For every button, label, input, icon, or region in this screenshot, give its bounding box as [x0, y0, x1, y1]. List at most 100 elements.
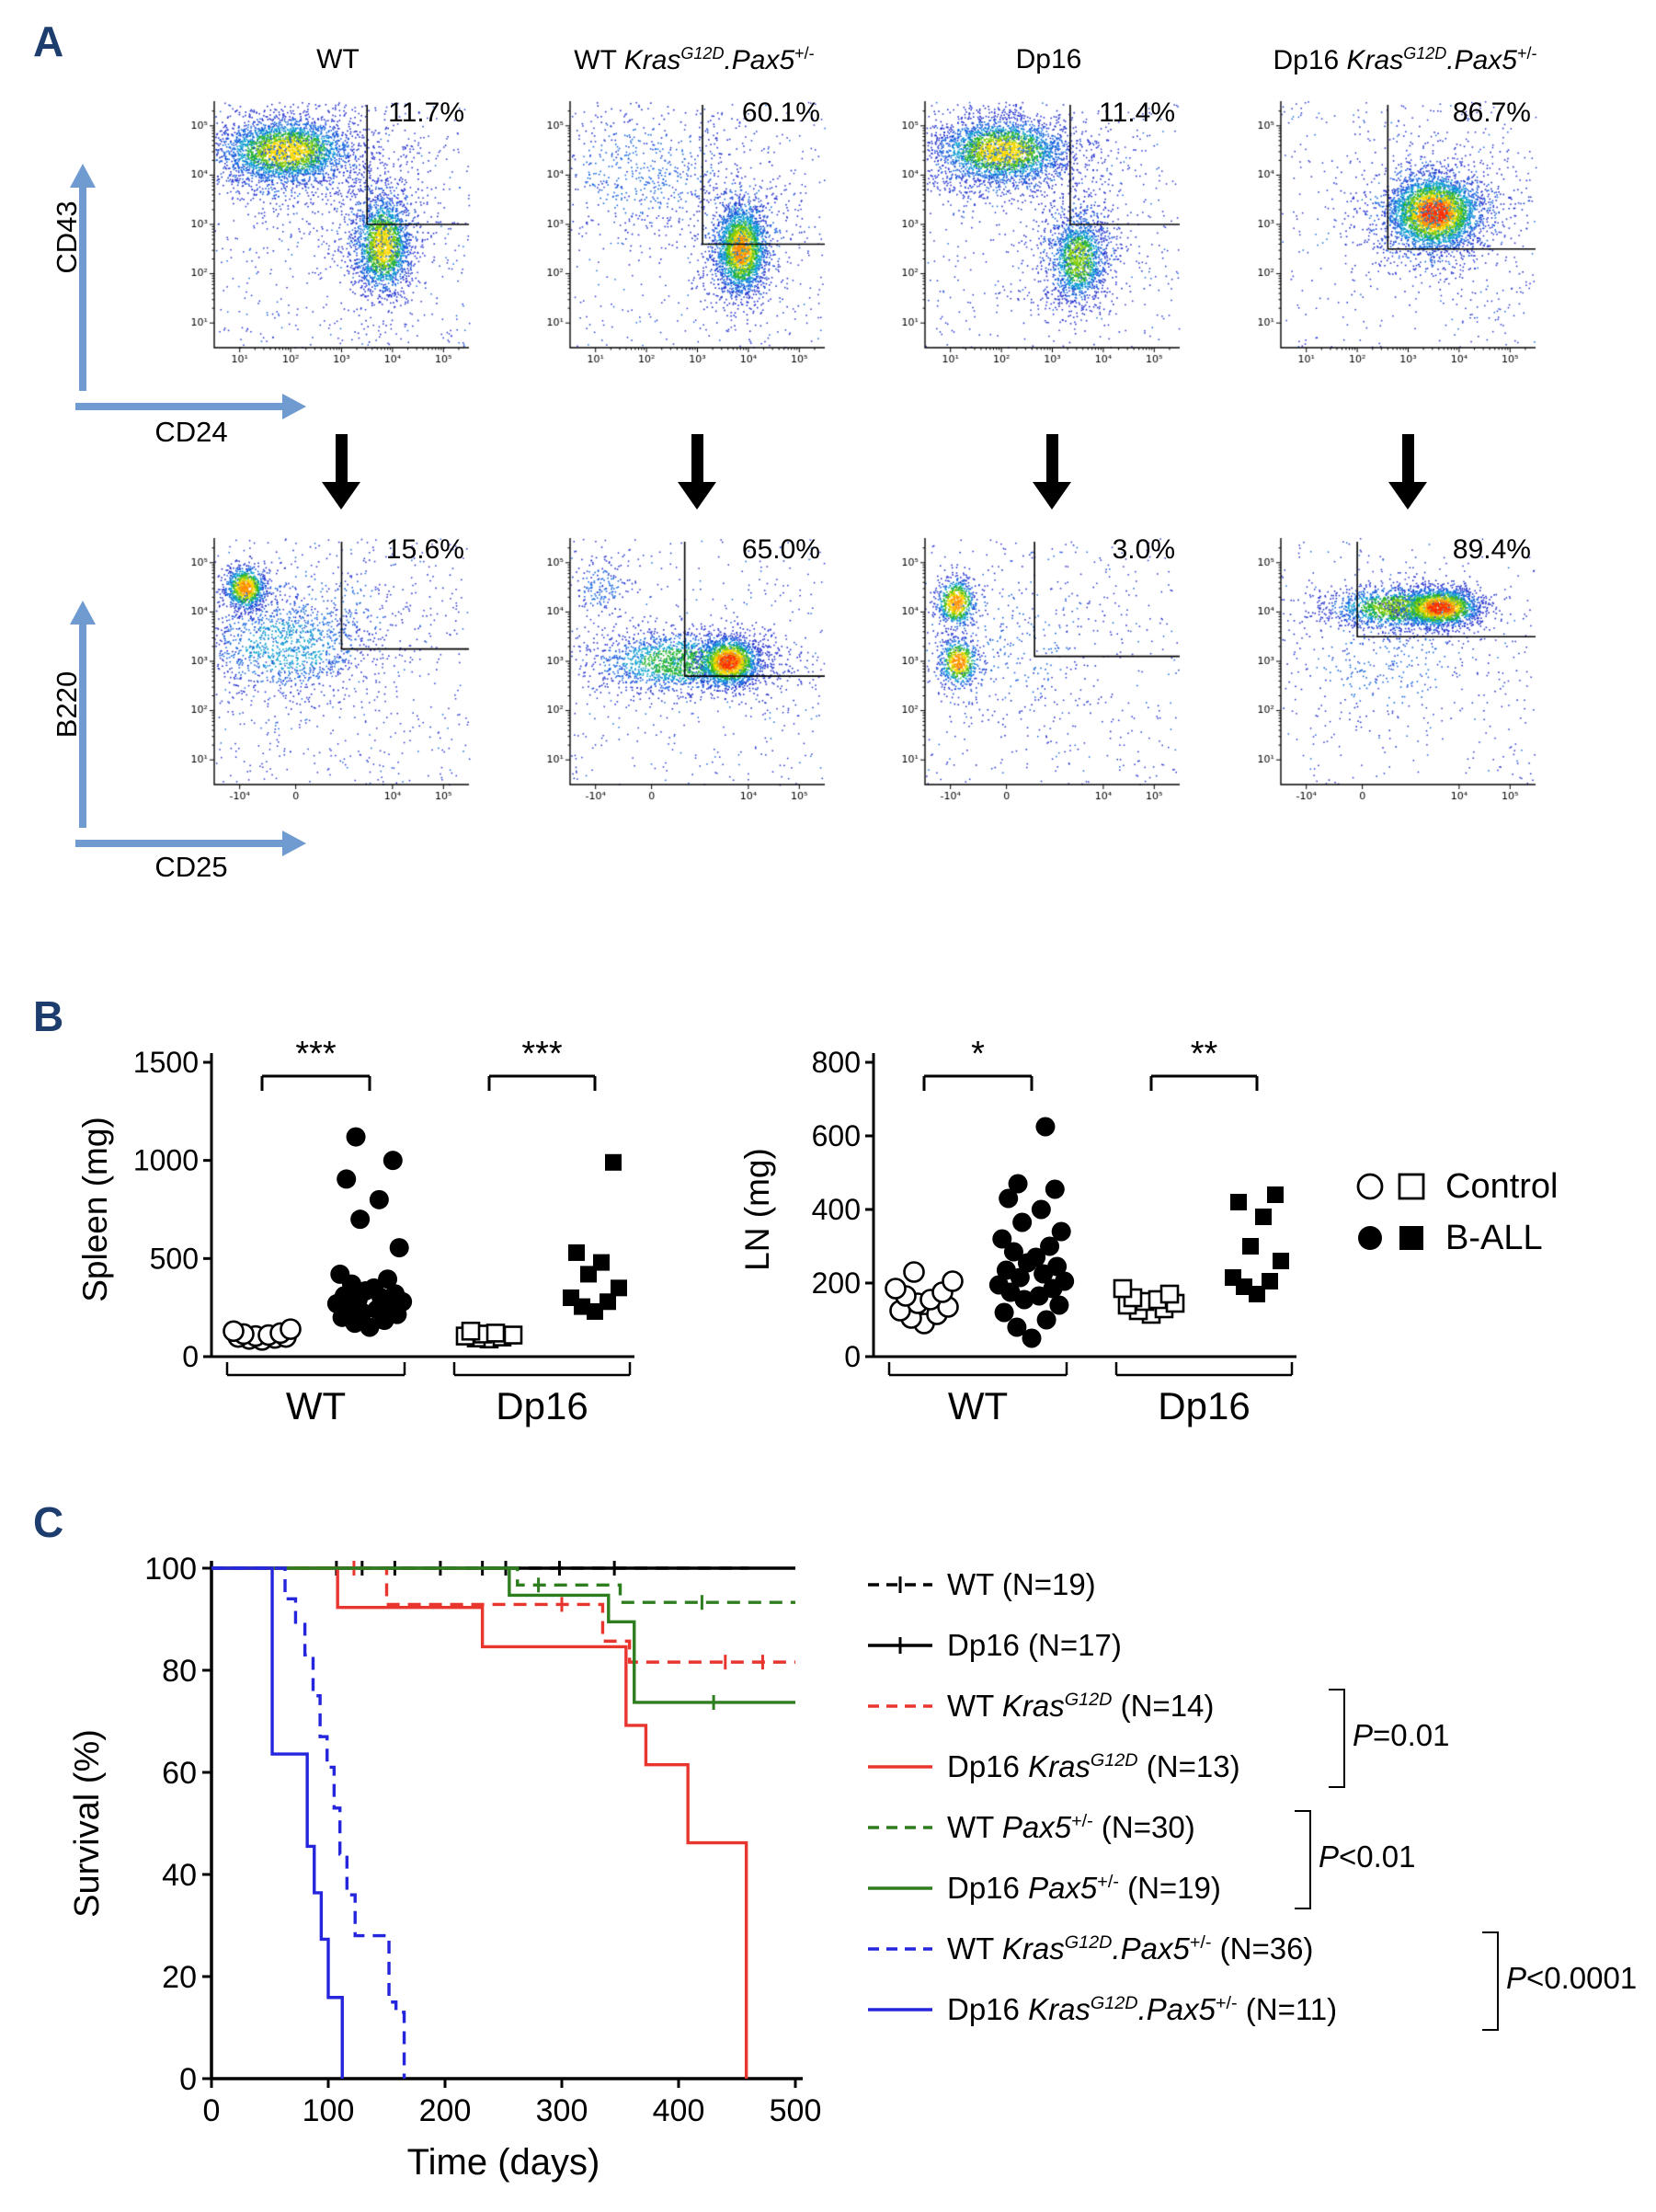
svg-text:400: 400 — [653, 2093, 705, 2128]
text-segment: G12D — [1064, 1932, 1113, 1953]
text-segment: Dp16 — [947, 1871, 1029, 1905]
p-value-label: P<0.0001 — [1506, 1961, 1637, 1996]
legend-label: WT KrasG12D (N=14) — [947, 1689, 1214, 1724]
text-segment: +/- — [1189, 1932, 1212, 1953]
legend-line-sample — [868, 2008, 932, 2011]
text-segment: Dp16 — [1015, 44, 1082, 74]
legend-label: Dp16 Pax5+/- (N=19) — [947, 1871, 1221, 1906]
text-segment: Kras — [1001, 1931, 1065, 1966]
text-segment: G12D — [1090, 1993, 1138, 2013]
p-value-bracket — [1482, 1931, 1499, 2031]
text-segment: (N=36) — [1211, 1931, 1314, 1966]
legend-line-sample — [868, 1704, 932, 1708]
legend-line-sample — [868, 1765, 932, 1769]
svg-text:1000: 1000 — [133, 1144, 199, 1177]
gate-percentage: 11.7% — [388, 97, 464, 128]
spleen-scatter-plot: 0 500 1000 1500 Spleen (mg) *** *** WT Dp16 — [76, 1035, 634, 1427]
x-axis-label-cd24: CD24 — [154, 416, 228, 448]
legend-line-sample — [868, 1947, 932, 1951]
axis-arrows-cd43-cd24 — [70, 164, 306, 419]
svg-text:Dp16: Dp16 — [496, 1384, 588, 1427]
p-value-label: P=0.01 — [1353, 1718, 1450, 1753]
svg-text:500: 500 — [150, 1242, 199, 1275]
gate-percentage: 89.4% — [1452, 534, 1531, 565]
flow-plot-row1-dp16 — [881, 92, 1189, 386]
svg-text:600: 600 — [812, 1119, 861, 1152]
flow-plot-row1-wt — [170, 92, 478, 386]
svg-text:200: 200 — [812, 1266, 861, 1300]
flow-plot-row1-wt-kras-pax5 — [526, 92, 834, 386]
svg-text:***: *** — [521, 1035, 563, 1073]
p-value-bracket — [1295, 1810, 1311, 1909]
survival-legend-item-1: WT (N=19) — [864, 1554, 1655, 1615]
text-segment: (N=14) — [1112, 1689, 1215, 1723]
survival-legend-item-6: Dp16 Pax5+/- (N=19) — [864, 1858, 1655, 1919]
gate-percentage: 3.0% — [1112, 534, 1175, 565]
up-arrow-icon — [70, 164, 96, 188]
panel-a-label: A — [33, 17, 64, 65]
gate-percentage: 65.0% — [741, 534, 820, 565]
text-segment: .Pax5 — [724, 45, 795, 75]
filled-markers-icon — [1358, 1226, 1423, 1250]
svg-text:**: ** — [1191, 1035, 1218, 1073]
flow-plot-row2-wt — [170, 529, 478, 823]
text-segment: P — [1353, 1718, 1374, 1752]
text-segment: +/- — [1216, 1993, 1238, 2013]
svg-text:*: * — [971, 1035, 985, 1073]
text-segment: Pax5 — [1001, 1810, 1072, 1844]
text-segment: +/- — [794, 44, 815, 63]
svg-text:40: 40 — [162, 1858, 197, 1893]
svg-text:LN (mg): LN (mg) — [738, 1148, 776, 1271]
panel-c-label: C — [33, 1498, 64, 1546]
legend-line-sample — [868, 1826, 932, 1829]
survival-legend-item-3: WT KrasG12D (N=14) — [864, 1676, 1655, 1736]
text-segment: Pax5 — [1028, 1871, 1098, 1905]
legend-line-sample — [868, 1576, 932, 1593]
panel-b-legend: Control B-ALL — [1352, 1161, 1559, 1264]
text-segment: P — [1319, 1840, 1340, 1874]
svg-text:0: 0 — [179, 2062, 197, 2097]
svg-text:800: 800 — [812, 1046, 861, 1079]
svg-text:80: 80 — [162, 1654, 197, 1689]
legend-label: WT KrasG12D.Pax5+/- (N=36) — [947, 1931, 1313, 1966]
legend-item-control: Control — [1352, 1161, 1559, 1212]
svg-text:20: 20 — [162, 1960, 197, 1995]
text-segment: .Pax5 — [1112, 1931, 1190, 1966]
survival-legend-item-8: Dp16 KrasG12D.Pax5+/- (N=11) — [864, 1979, 1655, 2040]
gate-percentage: 86.7% — [1452, 97, 1531, 128]
text-segment: Dp16 — [1273, 45, 1347, 75]
legend-label: Dp16 KrasG12D.Pax5+/- (N=11) — [947, 1992, 1337, 2027]
p-value-label: P<0.01 — [1319, 1840, 1416, 1874]
svg-text:***: *** — [295, 1035, 337, 1073]
text-segment: Dp16 — [947, 1992, 1029, 2026]
flow-column-title-wt: WT — [184, 44, 492, 75]
flow-plot-row1-dp16-kras-pax5 — [1237, 92, 1545, 386]
legend-item-ball: B-ALL — [1352, 1212, 1559, 1264]
text-segment: G12D — [1064, 1690, 1113, 1710]
text-segment: +/- — [1071, 1811, 1093, 1831]
right-arrow-icon — [282, 831, 306, 856]
text-segment: (N=11) — [1237, 1992, 1338, 2026]
flow-plot-row2-dp16-kras-pax5 — [1237, 529, 1545, 823]
text-segment: =0.01 — [1373, 1718, 1450, 1752]
down-arrow-icon — [317, 434, 365, 510]
text-segment: (N=30) — [1092, 1810, 1195, 1844]
legend-label: WT (N=19) — [947, 1567, 1096, 1602]
text-segment: P — [1506, 1961, 1527, 1995]
svg-text:Survival (%): Survival (%) — [68, 1729, 107, 1918]
gate-percentage: 11.4% — [1099, 97, 1175, 128]
svg-text:0: 0 — [203, 2093, 221, 2128]
svg-text:1500: 1500 — [133, 1046, 199, 1079]
x-axis-label-cd25: CD25 — [154, 851, 228, 883]
right-arrow-icon — [282, 394, 306, 419]
flow-plot-row2-dp16 — [881, 529, 1189, 823]
text-segment: WT — [947, 1689, 1002, 1723]
text-segment: WT — [316, 44, 360, 74]
survival-legend-item-2: Dp16 (N=17) — [864, 1615, 1655, 1676]
flow-column-title-dp16-kras-pax5: Dp16 KrasG12D.Pax5+/- — [1230, 44, 1580, 76]
flow-plot-row2-wt-kras-pax5 — [526, 529, 834, 823]
svg-text:WT: WT — [286, 1384, 346, 1427]
flow-column-title-dp16: Dp16 — [895, 44, 1203, 75]
